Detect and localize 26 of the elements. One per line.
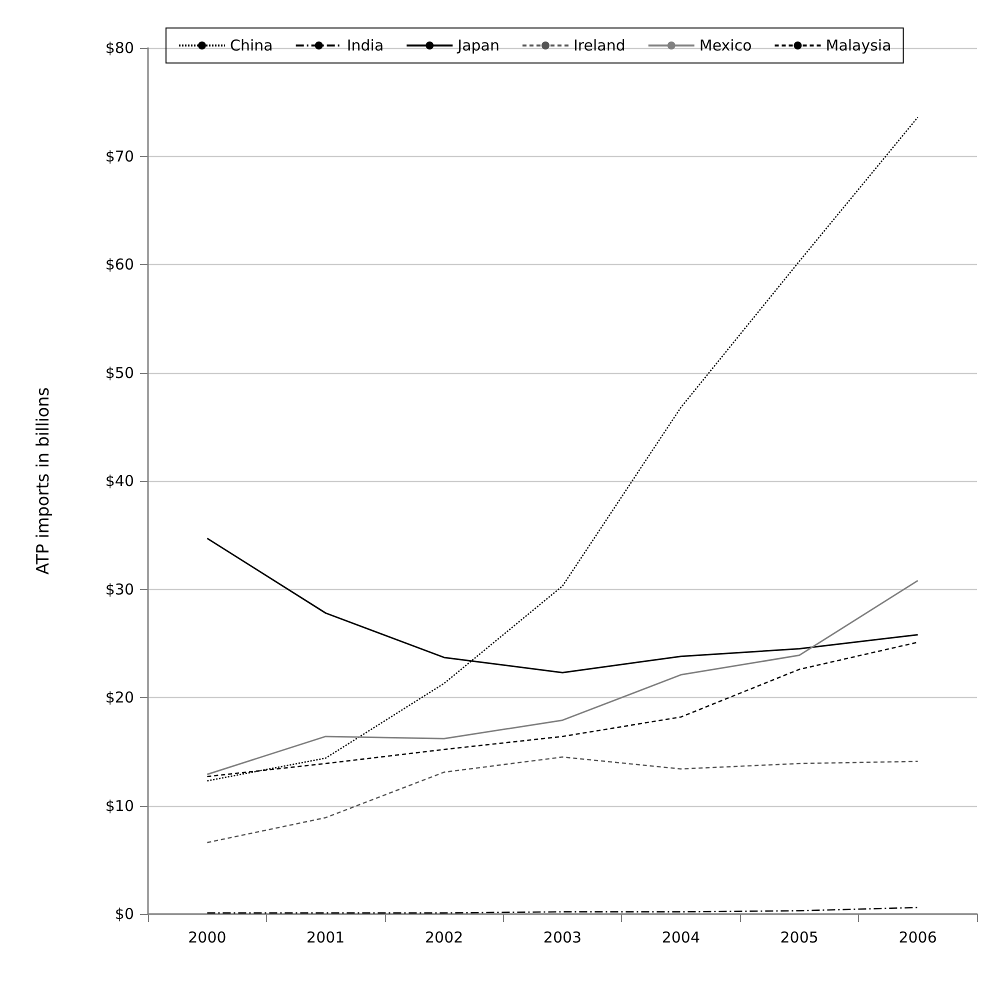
legend-label: India bbox=[346, 36, 384, 54]
x-tick-label: 2000 bbox=[188, 928, 226, 946]
legend-label: China bbox=[230, 36, 273, 54]
y-tick-label: $0 bbox=[114, 905, 134, 923]
y-tick-label: $80 bbox=[105, 39, 134, 57]
legend-label: Malaysia bbox=[826, 36, 892, 54]
x-tick-label: 2003 bbox=[543, 928, 582, 946]
x-tick-label: 2001 bbox=[306, 928, 345, 946]
y-tick-label: $50 bbox=[105, 364, 134, 382]
x-tick-label: 2004 bbox=[662, 928, 700, 946]
y-tick-label: $70 bbox=[105, 147, 134, 166]
line-series bbox=[206, 756, 918, 844]
y-axis-title: ATP imports in billions bbox=[34, 387, 54, 575]
line-series bbox=[206, 116, 918, 782]
y-tick-label: $30 bbox=[105, 580, 134, 598]
line-series bbox=[206, 580, 919, 776]
y-tick-label: $10 bbox=[105, 796, 134, 815]
x-tick-label: 2002 bbox=[424, 928, 464, 946]
x-tick-label: 2006 bbox=[898, 928, 937, 946]
legend-label: Mexico bbox=[699, 36, 752, 54]
x-tick-label: 2005 bbox=[780, 928, 818, 946]
y-tick-label: $60 bbox=[105, 256, 134, 274]
y-tick-label: $20 bbox=[105, 688, 134, 706]
legend-label: Ireland bbox=[573, 36, 626, 54]
y-tick-label: $40 bbox=[105, 472, 134, 490]
legend-label: Japan bbox=[456, 36, 500, 54]
